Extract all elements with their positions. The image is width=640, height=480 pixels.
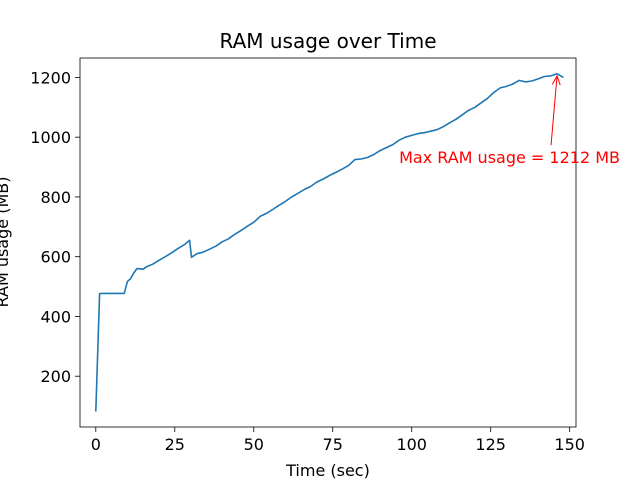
chart-title: RAM usage over Time: [220, 29, 437, 53]
y-tick-label: 200: [40, 367, 71, 386]
series-layer: [95, 73, 564, 412]
y-axis-title: RAM usage (MB): [0, 177, 12, 308]
x-tick-label: 0: [91, 435, 101, 454]
series-line: [95, 73, 564, 412]
y-tick-label: 1000: [30, 128, 71, 147]
y-tick-label: 800: [40, 188, 71, 207]
annotation-arrow-line: [550, 75, 558, 146]
x-axis-title: Time (sec): [285, 461, 370, 480]
x-tick-label: 125: [475, 435, 506, 454]
max-ram-annotation: Max RAM usage = 1212 MB: [399, 148, 620, 167]
y-tick-label: 600: [40, 248, 71, 267]
y-tick-label: 1200: [30, 68, 71, 87]
x-tick-label: 25: [165, 435, 185, 454]
annotation-arrow-head: [551, 74, 561, 86]
annotation-layer: Max RAM usage = 1212 MB: [399, 74, 620, 167]
x-tick-label: 75: [323, 435, 343, 454]
x-tick-label: 150: [554, 435, 585, 454]
x-tick-label: 50: [244, 435, 264, 454]
y-tick-label: 400: [40, 307, 71, 326]
plot-area: [79, 57, 577, 428]
y-axis-ticks: 200 400 600 800 1000 1200: [30, 68, 80, 386]
x-axis-ticks: 0 25 50 75 100 125 150: [91, 427, 585, 454]
x-tick-label: 100: [396, 435, 427, 454]
